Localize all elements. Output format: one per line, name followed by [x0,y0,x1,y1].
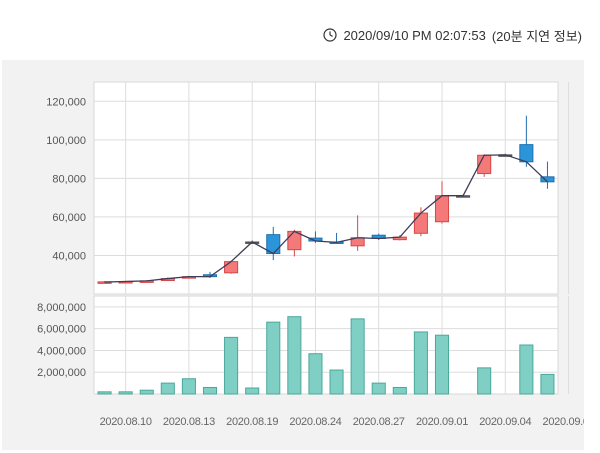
volume-tick-label: 2,000,000 [37,367,86,379]
volume-bar [329,369,344,395]
candle [519,115,534,167]
candle [413,207,428,237]
volume-bar [371,382,386,395]
volume-bar [308,353,323,395]
x-tick-label: 2020.09.04 [479,416,531,428]
candle [477,154,492,177]
volume-bar [118,391,133,395]
price-tick-label: 120,000 [46,96,86,108]
chart-panel: 40,000 60,000 80,000 100,000 120,000 2,000,00… [2,60,584,450]
volume-bar [245,387,260,395]
candle-body [540,176,555,183]
volume-bar [413,331,428,395]
x-tick-label: 2020.08.19 [226,416,278,428]
candle [266,226,281,261]
x-tick-label: 2020.08.13 [163,416,215,428]
candle [540,161,555,189]
volume-bar [202,386,218,395]
volume-tick-label: 8,000,000 [37,302,86,314]
price-tick-label: 40,000 [52,250,86,262]
timestamp-text: 2020/09/10 PM 02:07:53 [343,27,486,43]
volume-bar [477,367,492,395]
price-tick-label: 80,000 [52,173,86,185]
price-trend-line [104,154,548,283]
clock-icon [323,28,338,42]
volume-bar [350,318,365,395]
candle-body [413,212,428,234]
volume-tick-label: 4,000,000 [37,345,86,357]
volume-bar [224,336,239,395]
volume-bar [519,344,534,395]
volume-bar [392,386,407,395]
x-tick-label: 2020.09.01 [416,416,468,428]
volume-bar [181,378,196,395]
x-tick-label: 2020.09.09 [543,416,584,428]
volume-bar [434,334,450,395]
delay-note: (20분 지연 정보) [491,28,582,44]
stock-chart: 40,000 60,000 80,000 100,000 120,000 2,000,00… [37,81,584,428]
timestamp-bar: 2020/09/10 PM 02:07:53 (20분 지연 정보) [323,25,582,45]
x-tick-label: 2020.08.10 [100,416,152,428]
x-tick-label: 2020.08.24 [289,416,341,428]
volume-bar [287,316,302,395]
x-tick-label: 2020.08.27 [353,416,405,428]
price-tick-label: 100,000 [46,135,86,147]
price-tick-label: 60,000 [52,212,86,224]
volume-tick-label: 6,000,000 [37,324,86,336]
candle [224,260,239,274]
candle-body [519,144,534,163]
price-plot-area [93,81,559,295]
volume-bar [139,389,154,395]
candle-body [224,261,239,274]
volume-bar [160,382,175,395]
volume-bar [540,373,555,395]
candle [434,181,450,224]
volume-bar [266,321,281,395]
candle [287,229,302,257]
volume-bar [97,391,112,395]
